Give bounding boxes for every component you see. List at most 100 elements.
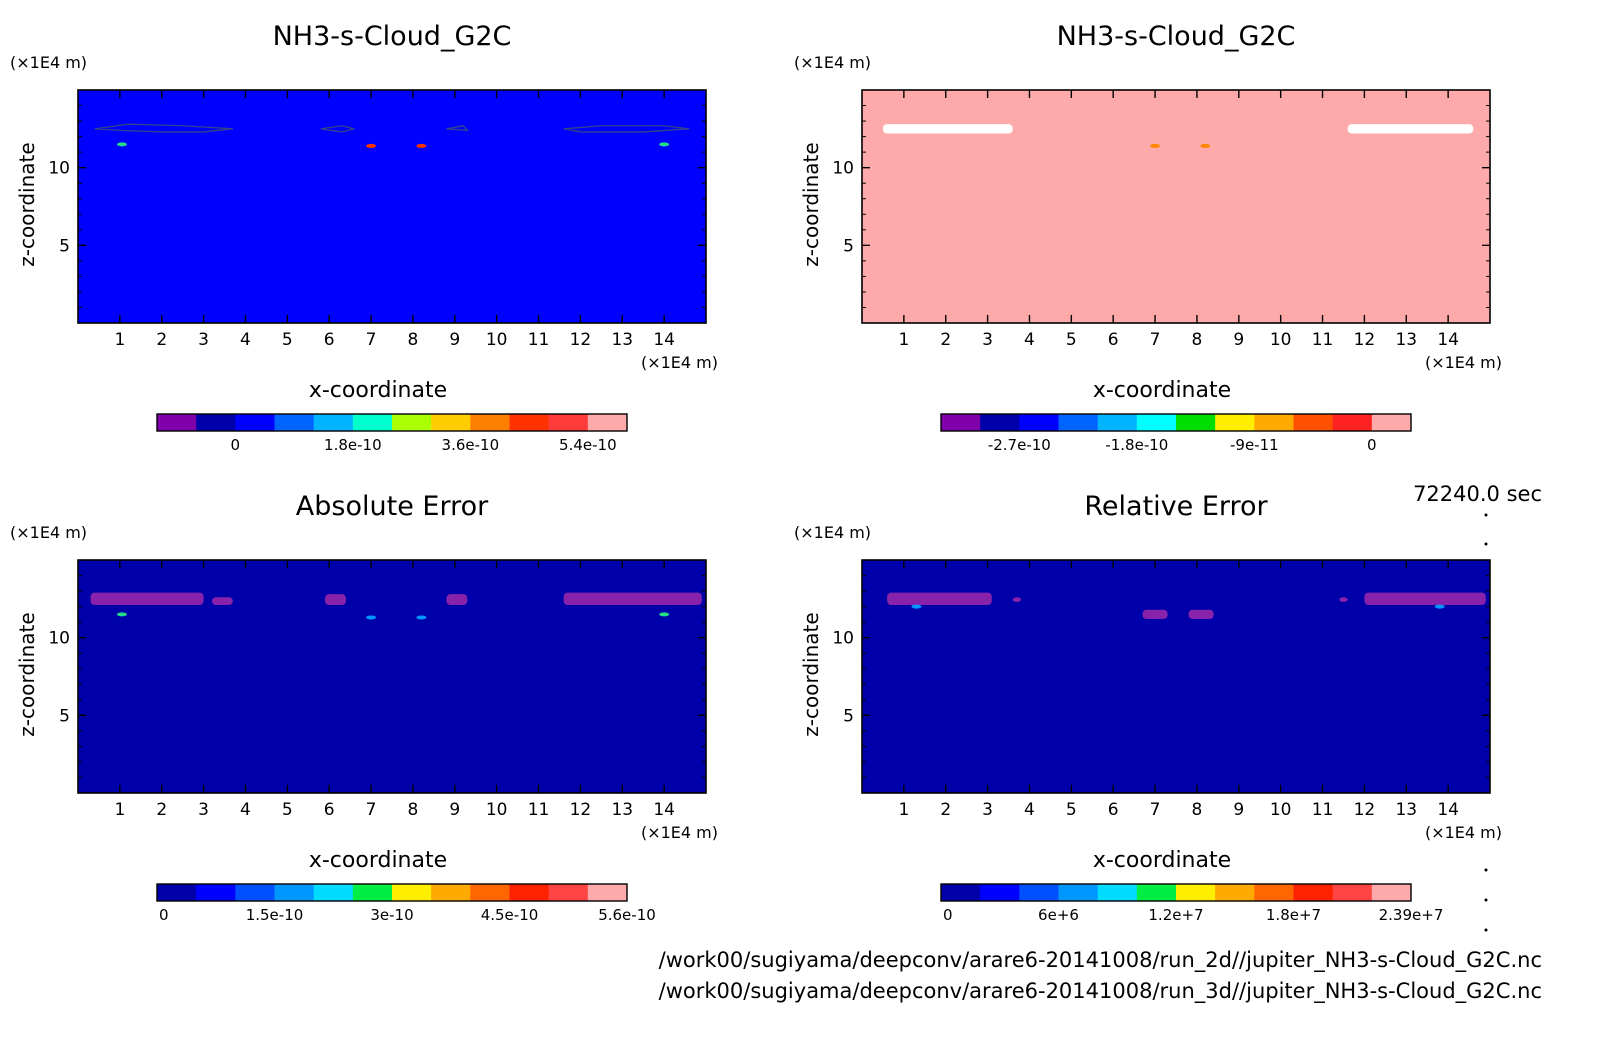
x-tick-label: 11 [1312,800,1334,820]
colorbar-tick-label: 5.6e-10 [598,906,656,924]
x-tick-label: 7 [1150,800,1161,820]
colorbar-swatch [274,414,315,431]
x-tick-label: 3 [198,800,209,820]
colorbar-tick-label: 1.5e-10 [246,906,304,924]
colorbar-swatch [470,884,510,901]
heatmap-contour-spot [911,604,922,609]
colorbar-swatch [235,414,275,431]
colorbar-swatch [1176,884,1216,901]
colorbar-swatch [431,414,471,431]
y-tick-label: 10 [48,629,70,649]
colorbar-tick-label: 1.8e-10 [324,436,382,454]
colorbar-swatch [1058,414,1099,431]
colorbar-tick-label: 5.4e-10 [559,436,617,454]
plot-frame [77,559,707,794]
colorbar-swatch [509,414,550,431]
contour-line [94,123,233,133]
colorbar-frame [156,413,628,432]
colorbar-swatch [352,414,393,431]
x-tick-label: 2 [940,330,951,350]
plot-frame [861,559,1491,794]
colorbar-tick-label: 6e+6 [1038,906,1079,924]
colorbar-swatch [157,414,197,431]
heatmap-contour-region [325,594,346,606]
chart-title: NH3-s-Cloud_G2C [273,21,512,52]
colorbar-frame [156,883,628,902]
x-tick-label: 12 [570,800,592,820]
colorbar-swatch [587,414,628,431]
x-tick-label: 6 [324,330,335,350]
x-tick-label: 11 [1312,330,1334,350]
x-tick-label: 8 [1192,330,1203,350]
y-tick-label: 5 [843,236,854,256]
margin-dot [1484,542,1488,546]
heatmap-contour-region [211,597,233,606]
x-tick-label: 12 [1354,330,1376,350]
heatmap-contour-region [1142,609,1168,620]
x-tick-label: 6 [1108,330,1119,350]
x-tick-label: 2 [156,800,167,820]
colorbar-frame [940,413,1412,432]
x-tick-label: 9 [1233,330,1244,350]
margin-dot [1484,898,1488,902]
x-tick-label: 3 [982,330,993,350]
x-tick-label: 7 [366,330,377,350]
contour-line [320,125,355,133]
y-tick-label: 10 [48,159,70,179]
colorbar-swatch [1371,884,1412,901]
heatmap-contour-region [1012,597,1022,602]
colorbar-swatch [157,884,197,901]
colorbar-swatch [1136,884,1177,901]
colorbar-swatch [1097,884,1138,901]
heatmap-contour-region [887,592,992,606]
contour-line [563,125,690,133]
margin-dot [1484,868,1488,872]
heatmap-contour-spot [116,612,127,617]
heatmap-contour-spot [1150,143,1161,148]
x-tick-label: 14 [653,800,675,820]
y-axis-label: z-coordinate [15,142,39,266]
heatmap-contour-spot [1434,604,1445,609]
x-tick-label: 10 [1270,800,1292,820]
colorbar-swatch [313,414,354,431]
y-tick-label: 5 [59,706,70,726]
plot-frame [77,89,707,324]
x-tick-label: 9 [449,800,460,820]
colorbar-swatch [313,884,354,901]
x-tick-label: 4 [1024,330,1035,350]
colorbar-swatch [1293,884,1334,901]
x-tick-label: 11 [528,330,550,350]
colorbar-tick-label: -9e-11 [1230,436,1279,454]
heatmap-contour-region [90,592,204,606]
y-tick-label: 5 [843,706,854,726]
file-path-run-2d: /work00/sugiyama/deepconv/arare6-2014100… [658,948,1542,972]
x-tick-label: 9 [1233,800,1244,820]
colorbar-swatch [941,884,981,901]
file-path-run-3d: /work00/sugiyama/deepconv/arare6-2014100… [658,979,1542,1003]
x-tick-label: 4 [240,330,251,350]
x-tick-label: 3 [982,800,993,820]
x-unit-label: (×1E4 m) [1425,823,1502,842]
x-tick-label: 4 [240,800,251,820]
heatmap-contour-region [446,594,468,606]
heatmap-contour-region [1364,592,1486,606]
x-tick-label: 13 [1395,800,1417,820]
heatmap-contour-spot [116,142,127,147]
y-axis-label: z-coordinate [799,142,823,266]
x-tick-label: 14 [1437,800,1459,820]
x-tick-label: 2 [156,330,167,350]
heatmap-contour-region [882,124,1013,134]
colorbar-tick-label: 0 [231,436,241,454]
y-tick-label: 10 [832,159,854,179]
colorbar-swatch [392,414,432,431]
chart-panel-3: Absolute Error(×1E4 m)1 2 3 4 5 6 7 8 9 10 11 12 13 1… [10,491,718,924]
x-tick-label: 10 [486,800,508,820]
y-unit-label: (×1E4 m) [10,523,87,542]
colorbar-swatch [548,884,589,901]
margin-dot [1484,928,1488,932]
colorbar-swatch [1136,414,1177,431]
colorbar-swatch [1293,414,1334,431]
contour-line [446,125,469,132]
margin-dot [1484,513,1488,517]
colorbar-swatch [1215,414,1255,431]
